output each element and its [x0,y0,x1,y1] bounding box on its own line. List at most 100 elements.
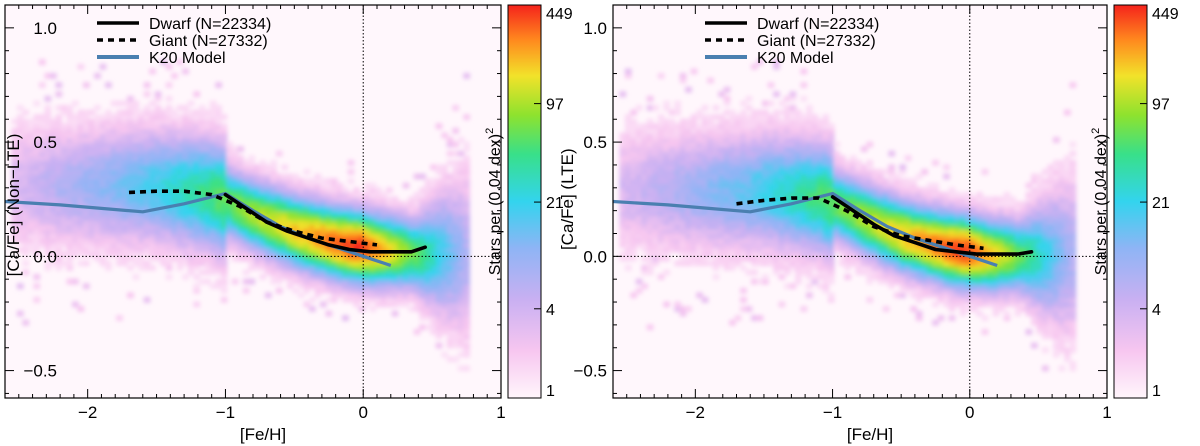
density-cell [795,141,802,148]
density-cell [937,205,945,212]
density-cell [630,150,637,157]
density-cell [248,223,256,230]
density-cell [630,141,637,148]
density-cell [937,251,945,258]
density-cell [811,191,819,198]
density-cell [904,242,912,248]
density-cell [910,260,917,267]
density-cell [745,123,753,130]
density-cell [811,182,819,189]
density-cell [773,246,780,253]
density-cell [16,178,24,184]
density-cell [619,237,627,244]
density-cell [893,246,901,253]
density-cell [795,205,802,212]
density-cell [976,274,983,280]
density-cell [369,265,377,271]
density-cell [674,301,681,308]
density-cell [630,109,637,116]
density-cell [446,255,454,262]
density-cell [116,237,123,244]
density-cell [838,182,846,189]
density-cell [286,246,294,253]
density-cell [242,210,250,216]
density-cell [789,265,797,271]
density-cell [871,265,879,271]
density-cell [424,269,432,276]
density-cell [712,159,720,166]
density-cell [723,155,731,162]
density-cell [413,255,421,262]
density-cell [943,237,950,244]
density-cell [441,242,448,248]
density-cell [751,164,758,171]
density-cell [652,123,659,130]
density-cell [652,159,659,166]
density-cell [171,150,178,157]
density-cell [441,265,448,271]
density-cell [88,123,96,130]
density-cell [127,237,134,244]
density-cell [844,237,852,244]
density-cell [413,223,421,230]
density-cell [674,100,681,107]
density-cell [259,210,267,216]
density-cell [926,269,934,276]
density-cell [127,141,134,148]
density-cell [668,205,676,212]
density-cell [408,269,415,276]
density-cell [718,159,725,166]
density-cell [685,150,692,157]
density-cell [795,191,802,198]
density-cell [121,109,129,116]
density-cell [943,265,950,271]
density-cell [751,214,758,221]
density-cell [877,201,884,207]
density-cell [149,255,156,262]
density-cell [215,150,222,157]
density-cell [237,251,244,258]
density-cell [954,274,961,280]
density-cell [463,278,470,285]
density-cell [198,169,206,175]
density-cell [61,219,68,226]
density-cell [27,169,35,175]
density-cell [320,246,327,253]
density-cell [860,196,868,203]
density-cell [320,260,327,267]
density-cell [364,233,371,239]
density-cell [66,210,74,216]
density-cell [237,242,244,248]
density-cell [789,137,797,143]
density-cell [187,182,195,189]
density-cell [193,237,200,244]
density-cell [657,196,665,203]
density-cell [871,274,879,280]
density-cell [99,146,107,152]
density-cell [1003,301,1011,308]
density-cell [171,109,178,116]
density-cell [347,201,355,207]
density-cell [198,118,206,125]
density-cell [44,164,52,171]
density-cell [685,137,692,143]
density-cell [292,182,300,189]
density-cell [784,164,791,171]
density-cell [635,123,643,130]
density-cell [44,146,52,152]
density-cell [281,255,289,262]
density-cell [298,292,305,299]
density-cell [160,260,167,267]
density-cell [778,141,786,148]
density-cell [160,228,167,235]
density-cell [165,182,173,189]
density-cell [16,182,24,189]
density-cell [932,292,939,299]
density-cell [718,114,725,120]
density-cell [457,329,465,335]
density-cell [220,150,228,157]
density-cell [182,251,189,258]
density-cell [292,196,300,203]
density-cell [325,260,333,267]
density-cell [193,191,200,198]
